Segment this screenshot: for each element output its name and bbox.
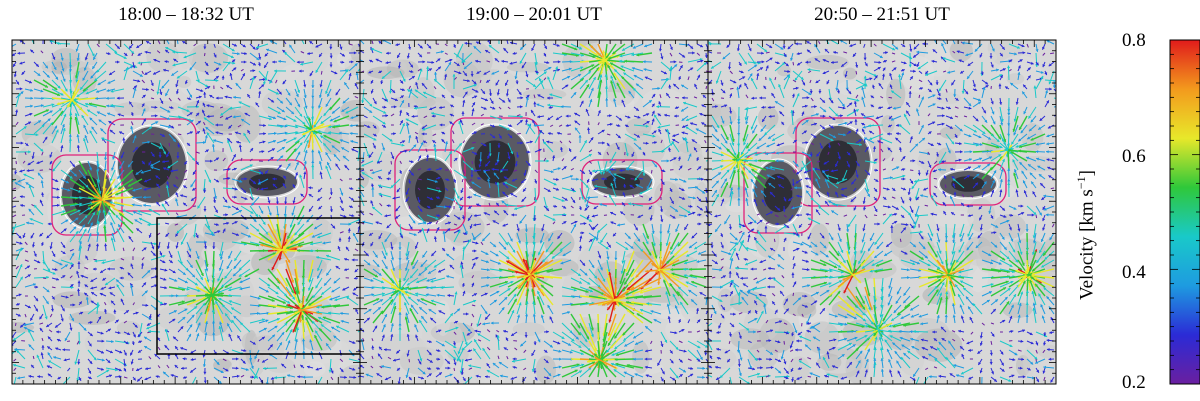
colorbar-tick-label-0.4: 0.4: [1122, 262, 1146, 283]
colorbar-label-text: Velocity [km s: [1076, 189, 1098, 300]
panel-title-3: 20:50 – 21:51 UT: [814, 4, 950, 25]
velocity-panel-2: [360, 40, 708, 384]
panel-ticks: [707, 39, 1057, 385]
sunspot-contour-white: [458, 123, 532, 201]
sunspot-contour-magenta: [51, 154, 123, 236]
sunspot-umbra: [474, 140, 516, 184]
sunspot-umbra: [951, 176, 985, 192]
colorbar-label-superscript: −1: [1074, 176, 1088, 190]
colorbar-tick-label-0.8: 0.8: [1122, 30, 1146, 51]
flow-arrows: [708, 40, 1056, 384]
sunspot-contour-white: [751, 158, 805, 228]
sunspot-contour-magenta: [581, 159, 663, 205]
velocity-panel-3: [708, 40, 1056, 384]
panel-title-2: 19:00 – 20:01 UT: [466, 4, 602, 25]
sunspot-contour-white: [59, 160, 115, 230]
colorbar-tick-label-0.2: 0.2: [1122, 372, 1146, 393]
sunspot-contour-magenta: [226, 159, 308, 205]
colorbar-tick-label-0.6: 0.6: [1122, 146, 1146, 167]
sunspot-umbra: [249, 173, 285, 191]
sunspot-contour-white: [589, 165, 655, 199]
sunspot-umbra: [415, 170, 445, 210]
region-box: [156, 217, 360, 355]
colorbar-label-close: ]: [1076, 170, 1098, 177]
panel-title-1: 18:00 – 18:32 UT: [118, 4, 254, 25]
sunspot-umbra: [604, 173, 640, 191]
velocity-panel-1: [12, 40, 360, 384]
colorbar: [1169, 39, 1200, 385]
flow-arrows: [12, 40, 360, 384]
sunspot-contour-white: [234, 165, 300, 199]
sunspot-contour-magenta: [929, 162, 1007, 206]
colorbar-axis-label: Velocity [km s−1]: [1074, 170, 1098, 300]
sunspot-contour-magenta: [394, 149, 466, 231]
panel-ticks: [11, 39, 361, 385]
colorbar-gradient: [1169, 39, 1200, 385]
sunspot-contour-white: [937, 168, 999, 200]
sunspot-umbra: [763, 173, 793, 213]
